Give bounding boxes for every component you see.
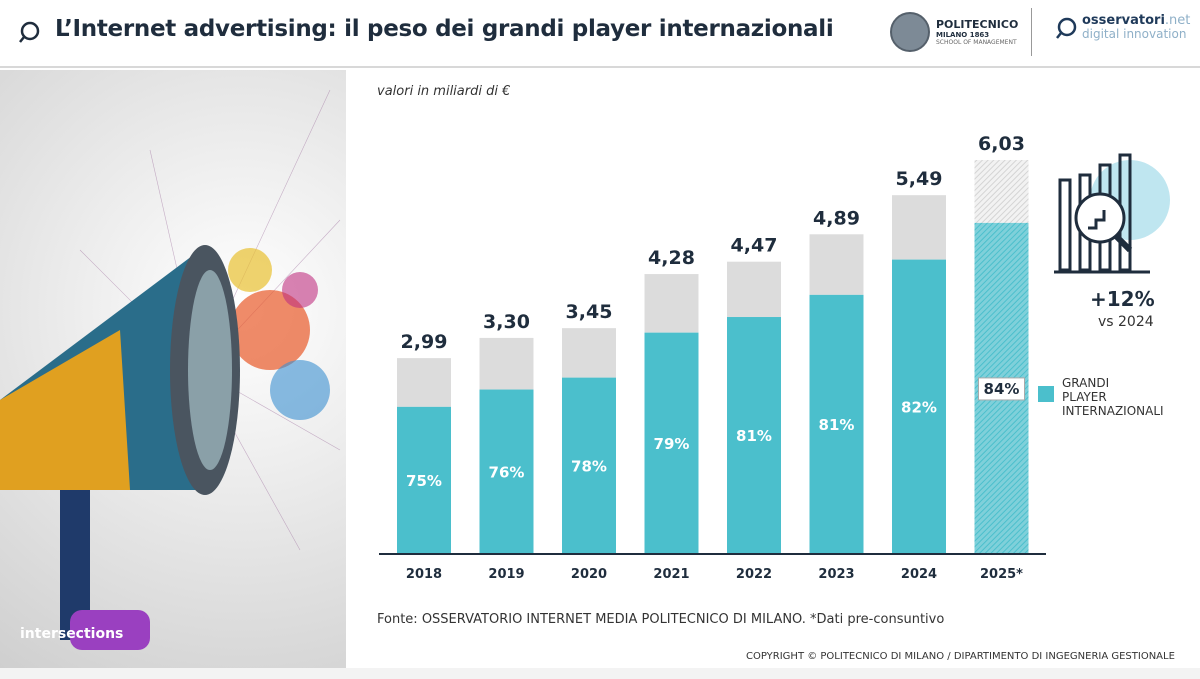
- bar-international: [727, 317, 781, 553]
- share-label: 75%: [406, 472, 442, 490]
- bar-other: [974, 160, 1029, 223]
- x-tick-label: 2021: [653, 567, 689, 582]
- logo-name: POLITECNICO: [936, 17, 1019, 31]
- legend-label-1: GRANDI: [1062, 376, 1110, 390]
- legend-label-3: INTERNAZIONALI: [1062, 404, 1164, 418]
- bar-other: [892, 195, 946, 260]
- logo2-name: osservatori: [1082, 13, 1165, 28]
- logo2-suffix: .net: [1164, 13, 1191, 28]
- x-tick-label: 2022: [736, 567, 772, 582]
- x-tick-label: 2018: [406, 567, 442, 582]
- chart-magnifier-icon: [1054, 153, 1170, 274]
- copyright: COPYRIGHT © POLITECNICO DI MILANO / DIPA…: [746, 651, 1175, 662]
- footer-bar: [0, 668, 1200, 679]
- header: L’Internet advertising: il peso dei gran…: [0, 0, 1200, 68]
- bar-other: [644, 274, 699, 333]
- x-tick-label: 2024: [901, 567, 937, 582]
- bar-other: [809, 234, 864, 295]
- bar-international: [397, 406, 451, 553]
- share-label: 78%: [571, 457, 607, 475]
- bar-other: [727, 261, 781, 318]
- share-label: 82%: [901, 398, 937, 416]
- x-tick-label: 2020: [571, 567, 607, 582]
- share-label: 84%: [984, 380, 1020, 398]
- share-label: 79%: [654, 435, 690, 453]
- politecnico-logo: POLITECNICO MILANO 1863 SCHOOL OF MANAGE…: [890, 12, 1018, 52]
- x-tick-label: 2025*: [980, 567, 1023, 582]
- bar-international: [479, 389, 534, 553]
- total-label: 3,45: [566, 301, 613, 323]
- growth-value: +12%: [1090, 287, 1155, 311]
- total-label: 2,99: [401, 331, 448, 353]
- legend-swatch: [1038, 386, 1054, 402]
- total-label: 4,47: [731, 235, 778, 257]
- osservatori-logo: osservatori.net digital innovation: [1055, 14, 1190, 41]
- divider: [1031, 8, 1032, 56]
- bar-other: [397, 358, 451, 407]
- bar-chart: 2,99 75% 2018 3,30 76% 2019 3,45 78% 2020 4,28 79%…: [379, 133, 1046, 582]
- share-label-box: [978, 377, 1025, 401]
- share-label: 76%: [489, 463, 525, 481]
- total-label: 5,49: [896, 168, 943, 190]
- page-title: L’Internet advertising: il peso dei gran…: [55, 16, 834, 42]
- bar-international: [892, 259, 946, 553]
- bar-other: [562, 328, 616, 378]
- legend-label-2: PLAYER: [1062, 390, 1107, 404]
- bar-other: [479, 337, 534, 390]
- chart-subtitle: valori in miliardi di €: [377, 84, 511, 99]
- x-tick-label: 2019: [488, 567, 524, 582]
- logo-sub: MILANO 1863: [936, 30, 990, 39]
- total-label: 6,03: [978, 133, 1025, 155]
- brand-watermark: intersections: [20, 626, 124, 642]
- bubble-icon: [1056, 17, 1077, 39]
- total-label: 4,28: [648, 247, 695, 269]
- megaphone-illustration: [0, 70, 346, 668]
- share-label: 81%: [819, 416, 855, 434]
- share-label: 81%: [736, 427, 772, 445]
- bar-international: [562, 377, 616, 553]
- source-note: Fonte: OSSERVATORIO INTERNET MEDIA POLIT…: [377, 612, 945, 627]
- logo-school: SCHOOL OF MANAGEMENT: [936, 38, 1017, 46]
- search-bubble-icon: [19, 21, 40, 43]
- total-label: 3,30: [483, 311, 530, 333]
- x-tick-label: 2023: [818, 567, 854, 582]
- total-label: 4,89: [813, 207, 860, 229]
- seal-icon: [890, 12, 930, 52]
- legend: GRANDI PLAYER INTERNAZIONALI: [1038, 376, 1164, 418]
- bar-international: [809, 294, 864, 553]
- logo2-sub: digital innovation: [1082, 27, 1187, 41]
- bar-international: [644, 332, 699, 553]
- growth-label: vs 2024: [1098, 314, 1154, 330]
